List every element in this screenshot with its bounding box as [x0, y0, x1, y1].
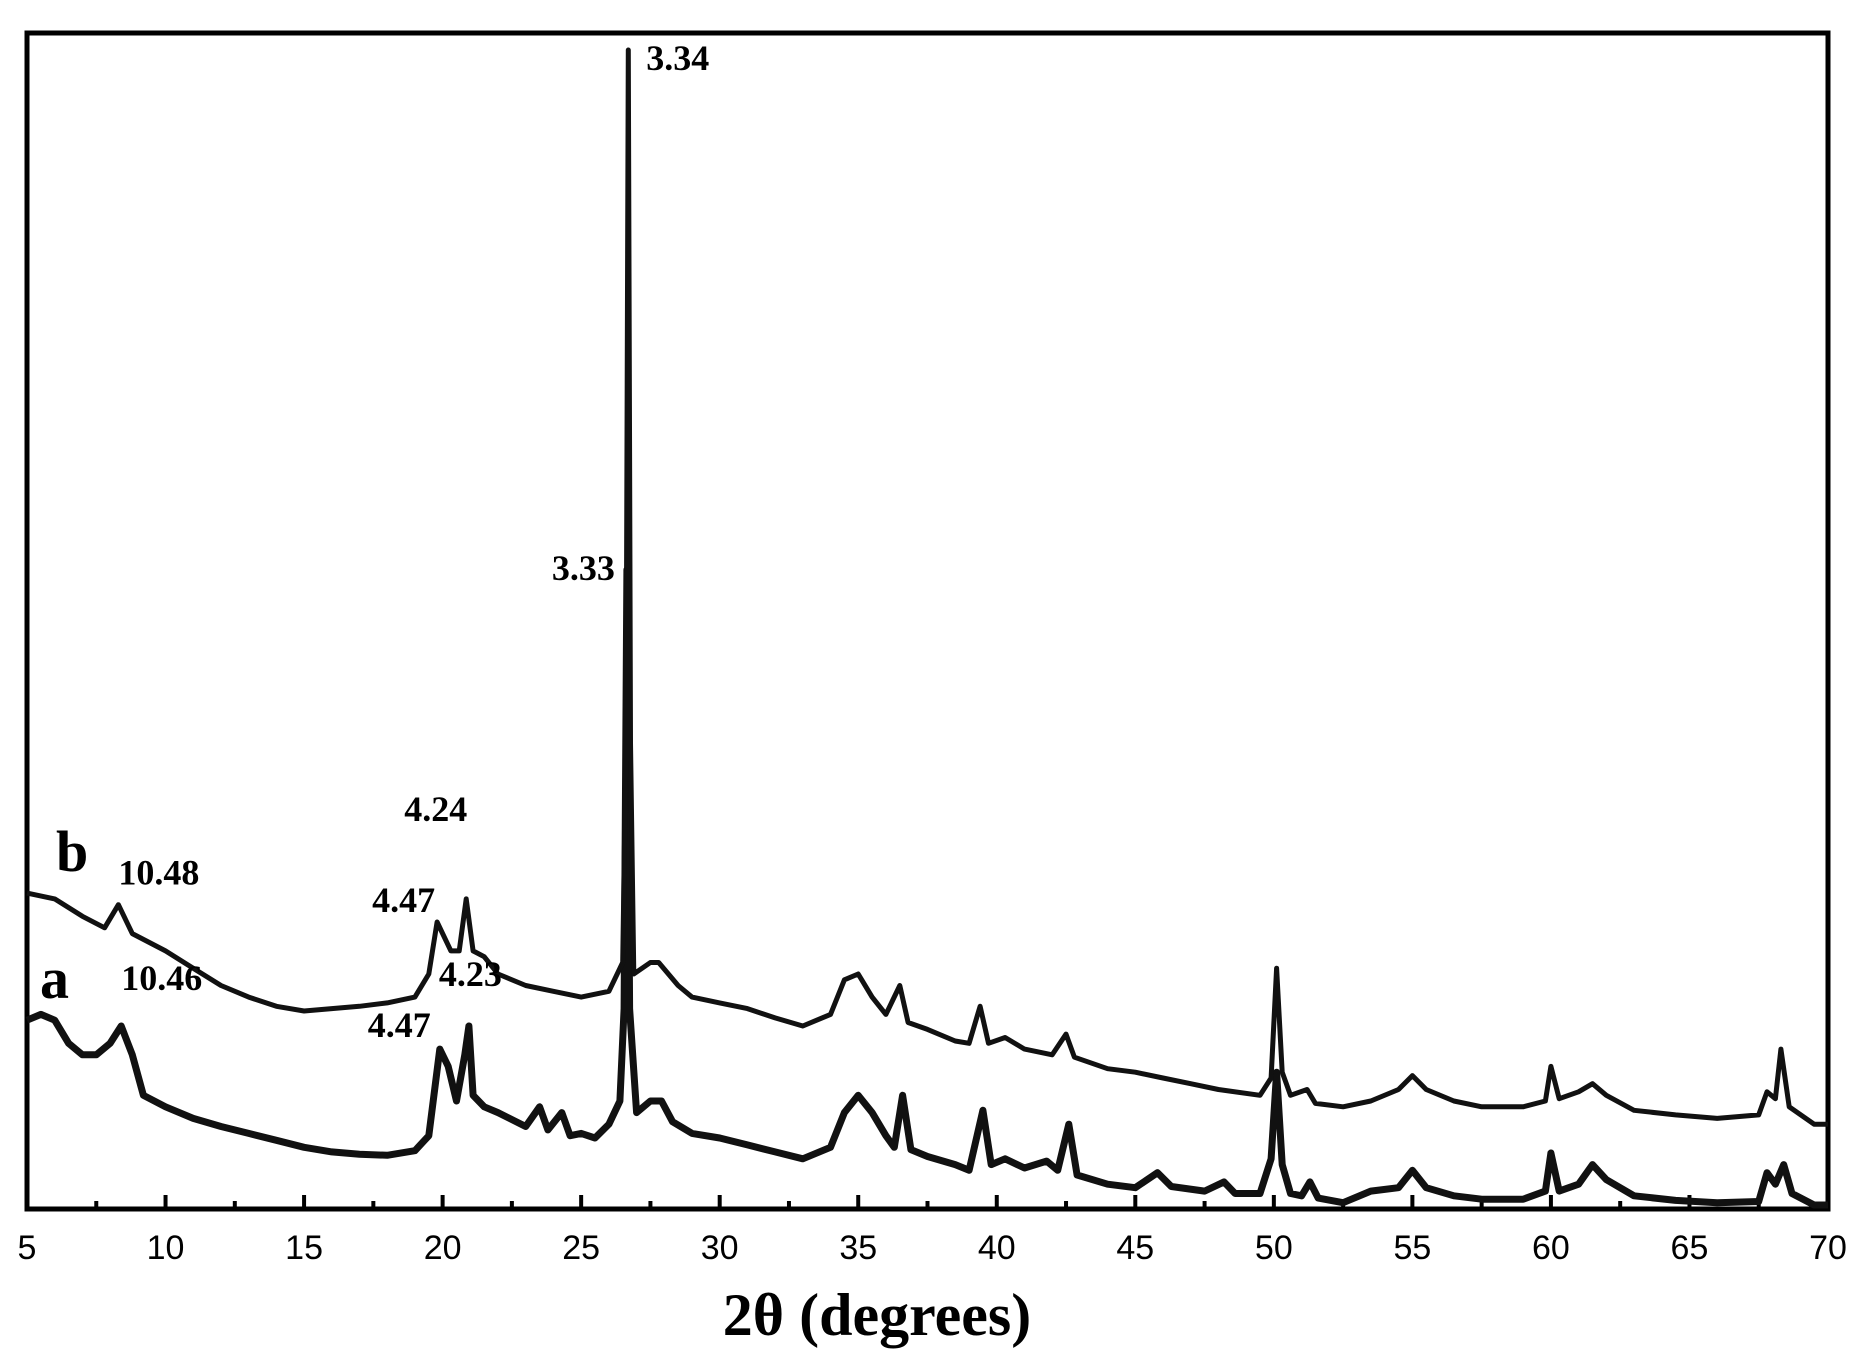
peak-annotations: 3.34 4.24 10.48 4.474.23 3.33 10.46 4.47	[118, 38, 709, 1045]
peak-label: 10.48	[118, 853, 199, 893]
x-tick-label: 30	[701, 1229, 739, 1267]
x-tick-label: 5	[18, 1229, 37, 1267]
x-tick-label: 20	[424, 1229, 462, 1267]
series-lines	[25, 47, 1828, 1209]
peak-label: 4.47	[372, 880, 435, 920]
x-tick-label: 25	[562, 1229, 600, 1267]
series-labels: ba	[40, 819, 88, 1011]
peak-label: 10.46	[121, 958, 202, 998]
peak-label: 3.34	[646, 38, 709, 78]
peak-label: 3.33	[552, 548, 615, 588]
x-axis-title: 2θ (degrees)	[723, 1282, 1031, 1348]
peak-label: 4.24	[404, 789, 467, 829]
x-tick-label: 65	[1671, 1229, 1709, 1267]
peak-label: 4.23	[439, 954, 502, 994]
x-tick-label: 10	[147, 1229, 185, 1267]
x-axis-ticks	[25, 1195, 1830, 1209]
series-label-a: a	[40, 946, 69, 1011]
x-tick-label: 40	[978, 1229, 1016, 1267]
peak-label: 4.47	[368, 1005, 431, 1045]
x-tick-label: 15	[285, 1229, 323, 1267]
x-tick-label: 60	[1532, 1229, 1570, 1267]
x-axis-tick-labels: 5 10 15 20 25 30 35 40 45 50 55 60 65 70	[18, 1229, 1847, 1267]
series-label-b: b	[56, 819, 88, 884]
x-tick-label: 50	[1255, 1229, 1293, 1267]
series-a-line	[25, 566, 1828, 1209]
x-tick-label: 35	[839, 1229, 877, 1267]
x-tick-label: 45	[1116, 1229, 1154, 1267]
series-b-line	[26, 47, 1828, 1127]
x-tick-label: 55	[1393, 1229, 1431, 1267]
x-tick-label: 70	[1809, 1229, 1847, 1267]
